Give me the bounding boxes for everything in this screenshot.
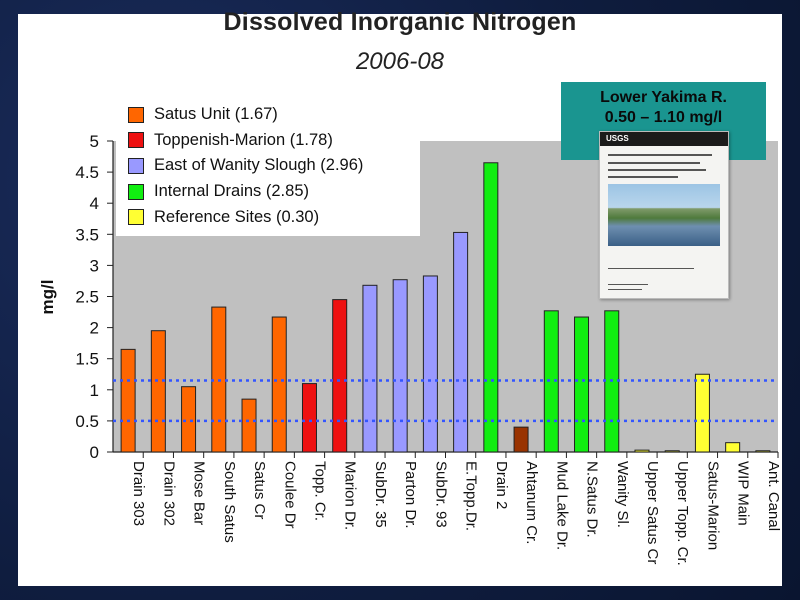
legend-item: Satus Unit (1.67) — [128, 102, 420, 128]
legend-swatch — [128, 157, 144, 174]
bar-5 — [241, 398, 257, 453]
x-tick-label: SubDr. 35 — [372, 461, 389, 528]
legend-label: Satus Unit (1.67) — [154, 105, 278, 124]
legend-label: East of Wanity Slough (2.96) — [154, 156, 364, 175]
legend-swatch — [128, 209, 144, 226]
y-tick-label: 2.5 — [75, 288, 99, 307]
x-tick-label: Drain 302 — [160, 461, 177, 526]
bar-15 — [543, 310, 559, 453]
report-cover-image: USGS — [599, 131, 729, 299]
bar-12 — [453, 231, 469, 453]
bar-9 — [362, 284, 378, 453]
legend-swatch — [128, 183, 144, 200]
bar-7 — [301, 383, 317, 453]
x-tick-label: Upper Satus Cr — [644, 461, 661, 564]
bar-8 — [332, 299, 348, 453]
x-tick-label: Drain 303 — [130, 461, 147, 526]
cover-text-line — [608, 169, 706, 171]
y-tick-label: 0.5 — [75, 412, 99, 431]
y-tick-label: 3 — [90, 256, 99, 275]
x-tick-label: N.Satus Dr. — [584, 461, 601, 538]
y-axis-label: mg/l — [38, 280, 57, 315]
cover-text-line — [608, 284, 648, 285]
x-tick-label: Marion Dr. — [342, 461, 359, 530]
legend-label: Toppenish-Marion (1.78) — [154, 130, 333, 149]
bar-21 — [725, 442, 741, 453]
bar-3 — [181, 386, 197, 453]
bar-10 — [392, 279, 408, 453]
legend-label: Reference Sites (0.30) — [154, 207, 320, 226]
callout-line-2: 0.50 – 1.10 mg/l — [604, 109, 723, 126]
x-tick-label: Drain 2 — [493, 461, 510, 509]
legend-item: East of Wanity Slough (2.96) — [128, 153, 420, 179]
x-tick-label: Ahtanum Cr. — [523, 461, 540, 544]
y-tick-label: 5 — [90, 132, 99, 151]
bar-13 — [483, 162, 499, 453]
x-tick-label: Mud Lake Dr. — [553, 461, 570, 550]
x-tick-label: Upper Topp. Cr. — [674, 461, 691, 566]
legend-item: Reference Sites (0.30) — [128, 204, 420, 230]
bar-6 — [271, 316, 287, 453]
usgs-logo: USGS — [600, 132, 728, 146]
cover-text-line — [608, 268, 694, 269]
bar-19 — [664, 450, 680, 453]
bar-1 — [120, 348, 136, 453]
x-tick-label: WIP Main — [735, 461, 752, 526]
legend-item: Toppenish-Marion (1.78) — [128, 128, 420, 154]
y-tick-label: 2 — [90, 319, 99, 338]
bar-18 — [634, 449, 650, 453]
x-tick-label: Wanity Sl. — [614, 461, 631, 528]
y-tick-label: 0 — [90, 443, 99, 462]
x-tick-label: Satus-Marion — [704, 461, 721, 550]
chart-legend: Satus Unit (1.67) Toppenish-Marion (1.78)… — [116, 96, 420, 236]
x-tick-label: South Satus — [221, 461, 238, 543]
bar-20 — [694, 373, 710, 453]
callout-line-1: Lower Yakima R. — [600, 89, 727, 106]
x-tick-label: Topp. Cr. — [311, 461, 328, 521]
chart-title: Dissolved Inorganic Nitrogen — [223, 8, 577, 36]
bar-22 — [755, 450, 771, 453]
x-tick-label: Mose Bar — [191, 461, 208, 525]
bar-2 — [150, 330, 166, 453]
cover-text-line — [608, 289, 642, 290]
x-tick-label: Parton Dr. — [402, 461, 419, 529]
x-tick-label: E.Topp.Dr. — [463, 461, 480, 531]
cover-river-photo — [608, 184, 720, 246]
x-tick-label: Satus Cr — [251, 461, 268, 519]
legend-swatch — [128, 132, 144, 149]
x-tick-label: Ant. Canal — [765, 461, 782, 531]
y-tick-label: 1 — [90, 381, 99, 400]
chart-subtitle: 2006-08 — [355, 48, 445, 75]
x-tick-label: SubDr. 93 — [432, 461, 449, 528]
legend-item: Internal Drains (2.85) — [128, 179, 420, 205]
cover-text-line — [608, 154, 712, 156]
x-tick-label: Coulee Dr — [281, 461, 298, 529]
y-tick-label: 1.5 — [75, 350, 99, 369]
legend-swatch — [128, 106, 144, 123]
cover-text-line — [608, 176, 678, 178]
y-tick-label: 4 — [90, 194, 99, 213]
legend-label: Internal Drains (2.85) — [154, 182, 309, 201]
bar-16 — [574, 316, 590, 453]
bar-14 — [513, 426, 529, 453]
cover-text-line — [608, 162, 700, 164]
y-tick-label: 3.5 — [75, 225, 99, 244]
y-tick-label: 4.5 — [75, 163, 99, 182]
bar-11 — [422, 275, 438, 453]
